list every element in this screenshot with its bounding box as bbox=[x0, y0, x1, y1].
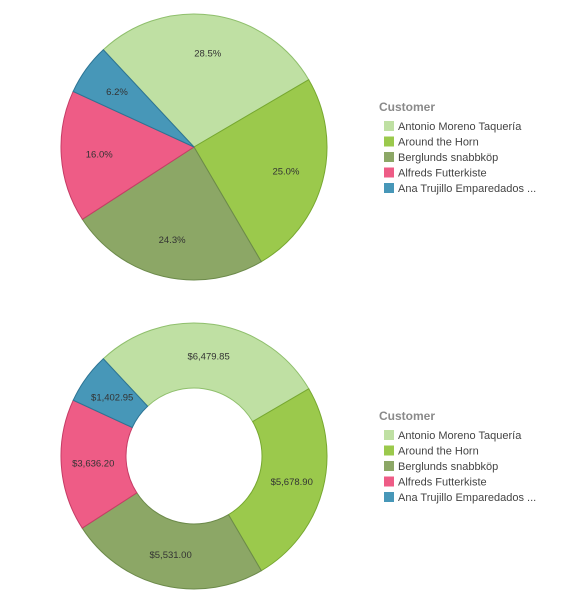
donut-data-label: $6,479.85 bbox=[187, 352, 229, 363]
pie-legend: Customer Antonio Moreno Taquería Around t… bbox=[379, 100, 536, 195]
donut-chart: $6,479.85 $5,678.90 $5,531.00 $3,636.20 $1,4… bbox=[60, 322, 328, 590]
pie-legend-swatch bbox=[384, 136, 394, 147]
donut-legend-label: Ana Trujillo Emparedados ... bbox=[398, 492, 536, 504]
donut-slice-berglunds-snabbkop bbox=[81, 492, 263, 590]
donut-slice-antonio-moreno-taqueria bbox=[102, 322, 310, 423]
donut-legend: Customer Antonio Moreno Taquería Around t… bbox=[379, 409, 536, 504]
pie-legend-label: Antonio Moreno Taquería bbox=[398, 121, 522, 133]
pie-legend-swatch bbox=[384, 121, 394, 131]
donut-legend-label: Around the Horn bbox=[398, 446, 479, 458]
donut-data-label: $5,531.00 bbox=[149, 550, 191, 561]
pie-legend-swatch bbox=[384, 183, 394, 193]
pie-legend-label: Around the Horn bbox=[398, 137, 479, 149]
pie-chart: 28.5% 25.0% 24.3% 16.0% 6.2% bbox=[60, 13, 328, 281]
donut-legend-swatch bbox=[384, 430, 394, 440]
donut-legend-swatch bbox=[384, 476, 394, 487]
donut-data-label: $1,402.95 bbox=[91, 392, 133, 403]
pie-legend-label: Berglunds snabbköp bbox=[398, 152, 498, 164]
donut-slice-ana-trujillo-emparedados bbox=[72, 358, 149, 429]
pie-legend-title: Customer bbox=[379, 100, 435, 114]
donut-legend-title: Customer bbox=[379, 409, 435, 423]
donut-slice-around-the-horn bbox=[227, 388, 328, 572]
donut-data-label: $5,678.90 bbox=[271, 477, 313, 488]
pie-slice-antonio-moreno-taqueria bbox=[102, 13, 310, 148]
donut-legend-swatch bbox=[384, 445, 394, 456]
pie-slice-alfreds-futterkiste bbox=[60, 90, 196, 220]
donut-legend-label: Antonio Moreno Taquería bbox=[398, 430, 522, 442]
pie-data-label: 25.0% bbox=[272, 166, 299, 177]
pie-legend-swatch bbox=[384, 152, 394, 162]
pie-data-label: 24.3% bbox=[159, 235, 186, 246]
pie-legend-label: Ana Trujillo Emparedados ... bbox=[398, 183, 536, 195]
donut-legend-label: Alfreds Futterkiste bbox=[398, 477, 487, 489]
pie-slice-berglunds-snabbkop bbox=[81, 146, 262, 281]
donut-legend-swatch bbox=[384, 492, 394, 502]
donut-data-label: $3,636.20 bbox=[72, 459, 114, 470]
pie-data-label: 16.0% bbox=[86, 149, 113, 160]
pie-legend-swatch bbox=[384, 167, 394, 178]
donut-legend-swatch bbox=[384, 461, 394, 471]
pie-data-label: 28.5% bbox=[194, 48, 221, 59]
pie-data-label: 6.2% bbox=[106, 87, 128, 98]
pie-slice-ana-trujillo-emparedados bbox=[72, 49, 195, 148]
pie-slice-around-the-horn bbox=[193, 79, 328, 263]
donut-legend-label: Berglunds snabbköp bbox=[398, 461, 498, 473]
pie-legend-label: Alfreds Futterkiste bbox=[398, 168, 487, 180]
